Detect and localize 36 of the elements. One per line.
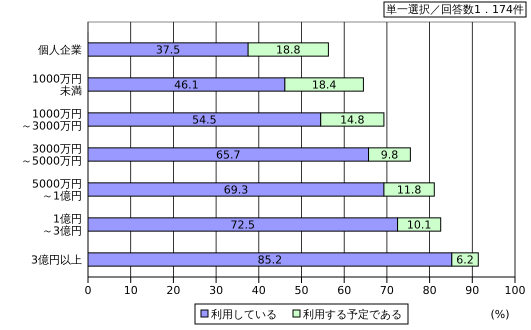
y-tick-label: 1000万円～3000万円	[21, 107, 82, 132]
x-tick-label: 50	[294, 284, 308, 297]
legend-label: 利用している	[211, 308, 277, 321]
data-label: 14.8	[340, 113, 365, 126]
x-tick-label: 100	[504, 284, 526, 297]
data-label: 72.5	[230, 218, 256, 232]
y-tick-label: 3000万円～5000万円	[21, 142, 82, 168]
data-label: 46.1	[174, 78, 199, 92]
x-axis-title: (%)	[490, 308, 510, 321]
data-label: 9.8	[380, 148, 398, 162]
data-label: 85.2	[258, 253, 282, 266]
y-tick-label: 5000万円～1億円	[32, 177, 82, 202]
x-tick-label: 60	[337, 284, 352, 297]
data-label: 18.8	[276, 43, 301, 56]
y-tick-label: 個人企業	[38, 43, 82, 56]
x-tick-label: 70	[380, 284, 394, 297]
y-tick-label: 1000万円未満	[32, 72, 82, 98]
y-tick-label: 1億円～3億円	[42, 212, 82, 238]
legend-label: 利用する予定である	[303, 308, 402, 321]
x-tick-label: 30	[209, 284, 224, 297]
x-tick-label: 40	[252, 284, 266, 297]
data-label: 65.7	[216, 148, 241, 162]
x-tick-label: 90	[465, 284, 480, 297]
data-label: 11.8	[396, 183, 422, 196]
y-tick-label: 3億円以上	[31, 253, 82, 266]
x-tick-label: 0	[84, 284, 92, 297]
x-tick-label: 20	[166, 284, 180, 297]
text: 単一選択／回答数1．174件	[386, 3, 524, 16]
data-label: 69.3	[224, 183, 248, 196]
data-label: 54.5	[192, 113, 217, 126]
x-tick-label: 80	[422, 284, 437, 297]
x-tick-label: 10	[124, 284, 138, 297]
data-label: 18.4	[312, 78, 336, 92]
data-label: 37.5	[156, 43, 180, 56]
data-label: 10.1	[406, 218, 432, 232]
data-label: 6.2	[456, 253, 474, 266]
